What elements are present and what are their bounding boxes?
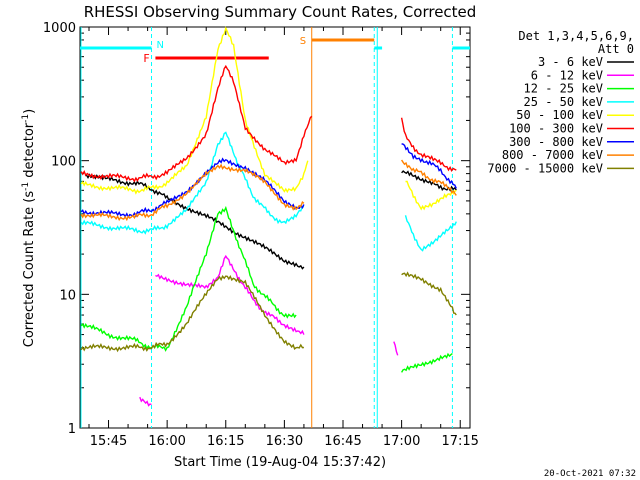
y-axis-label-end: ) xyxy=(22,109,37,114)
legend-item-label: 50 - 100 keV xyxy=(516,108,603,122)
series-line-300-800-kev xyxy=(401,143,457,189)
legend-item-label: 3 - 6 keV xyxy=(538,55,603,69)
y-axis-label-base: Corrected Count Rate (s xyxy=(22,191,37,348)
x-axis-label: Start Time (19-Aug-04 15:37:42) xyxy=(174,455,386,470)
legend-item-label: 25 - 50 keV xyxy=(524,95,603,109)
x-tick-label: 17:00 xyxy=(383,434,420,449)
series-line-800-7000-kev xyxy=(401,159,457,196)
x-tick-label: 16:00 xyxy=(148,434,185,449)
x-tick-label: 17:15 xyxy=(441,434,478,449)
flag-lines: NF S xyxy=(80,27,470,428)
legend-att-label: Att 0 xyxy=(598,42,634,56)
y-tick-label: 1 xyxy=(68,422,76,437)
x-tick-label: 16:45 xyxy=(324,434,361,449)
chart-title: RHESSI Observing Summary Count Rates, Co… xyxy=(84,3,477,21)
legend-item-label: 800 - 7000 keV xyxy=(502,148,603,162)
y-axis-label-mid: detector xyxy=(22,122,37,182)
flare-flag-letter: F xyxy=(143,52,149,65)
series-line-50-100-kev xyxy=(80,26,309,195)
series-line-6-12-kev xyxy=(155,254,305,335)
legend-item-label: 6 - 12 keV xyxy=(531,68,603,82)
x-tick-label: 16:15 xyxy=(207,434,244,449)
series-line-7000-15000-kev xyxy=(80,275,304,353)
legend-item-label: 100 - 300 keV xyxy=(509,122,603,136)
series-line-6-12-kev xyxy=(139,396,152,407)
y-axis-ticks: 1 10 100 1000 xyxy=(43,21,470,437)
saa-flag-letter: S xyxy=(300,36,306,47)
y-tick-label: 100 xyxy=(51,155,76,170)
x-tick-label: 16:30 xyxy=(266,434,303,449)
series-line-100-300-kev xyxy=(400,117,457,172)
plot-frame xyxy=(79,26,471,429)
x-axis-ticks: 15:45 16:00 16:15 16:30 16:45 17:00 17:15 xyxy=(88,27,479,449)
series-line-12-25-kev xyxy=(400,352,453,373)
series-line-3-6-kev xyxy=(401,170,457,192)
series-line-100-300-kev xyxy=(80,64,313,183)
legend-item-label: 7000 - 15000 keV xyxy=(487,161,603,175)
y-axis-label-sup-1: -1 xyxy=(21,182,31,191)
series-line-25-50-kev xyxy=(80,131,305,235)
series-line-12-25-kev xyxy=(80,205,297,352)
y-tick-label: 10 xyxy=(59,288,76,303)
series-line-7000-15000-kev xyxy=(401,271,457,316)
night-flag-letter: N xyxy=(157,40,164,51)
series-line-3-6-kev xyxy=(84,173,305,270)
series-line-50-100-kev xyxy=(405,180,457,211)
series-line-800-7000-kev xyxy=(80,163,305,222)
x-tick-label: 15:45 xyxy=(90,434,127,449)
timestamp: 20-Oct-2021 07:32 xyxy=(544,469,636,479)
y-axis-label-sup-2: -1 xyxy=(21,114,31,123)
series-group xyxy=(80,26,457,407)
legend-item-label: 12 - 25 keV xyxy=(524,82,603,96)
series-line-6-12-kev xyxy=(393,341,399,356)
legend-det-label: Det 1,3,4,5,6,9, xyxy=(518,29,634,43)
series-line-25-50-kev xyxy=(404,215,457,252)
y-axis-label: Corrected Count Rate (s-1 detector-1) xyxy=(21,109,37,347)
legend-item-label: 300 - 800 keV xyxy=(509,135,603,149)
y-tick-label: 1000 xyxy=(43,21,76,36)
